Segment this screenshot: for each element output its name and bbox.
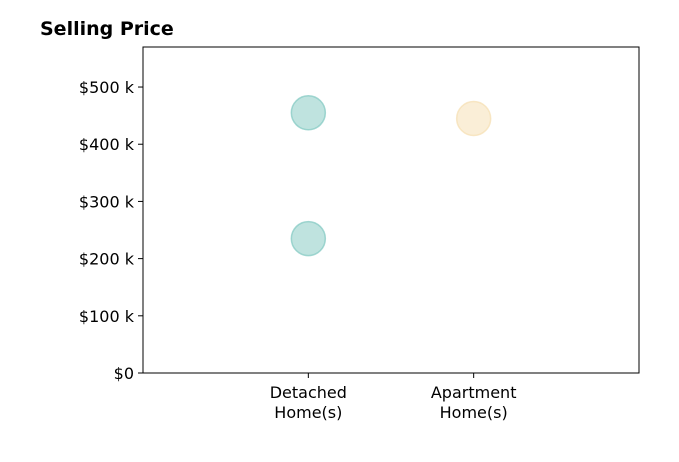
- y-tick-label: $100 k: [79, 307, 135, 326]
- plot-frame: [142, 46, 640, 374]
- data-points: [290, 95, 492, 257]
- x-axis: Detached Home(s) Apartment Home(s): [270, 373, 517, 422]
- y-tick-label: $500 k: [79, 78, 135, 97]
- data-point: [290, 95, 327, 131]
- y-tick-label: $300 k: [79, 192, 135, 211]
- y-tick-label: $0: [114, 364, 134, 383]
- x-tick-label: Detached Home(s): [270, 383, 347, 422]
- x-tick-label: Apartment Home(s): [431, 383, 517, 422]
- chart-title: Selling Price: [40, 18, 174, 40]
- y-tick-label: $400 k: [79, 135, 135, 154]
- data-point: [455, 100, 492, 137]
- data-point: [290, 220, 327, 257]
- y-tick-label: $200 k: [79, 250, 135, 269]
- y-axis: $0 $100 k $200 k $300 k $400 k $500 k: [79, 78, 143, 383]
